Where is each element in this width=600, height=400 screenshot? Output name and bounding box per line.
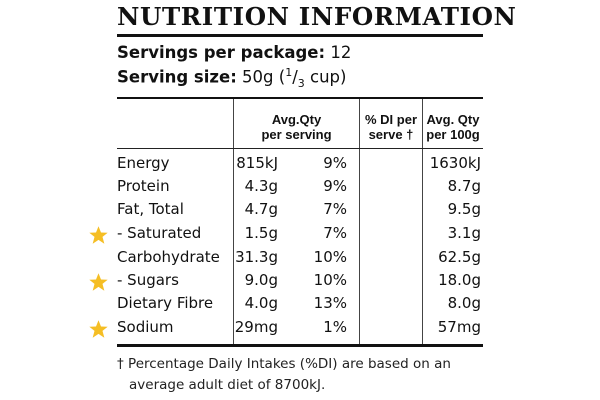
qty-per-100g: 1630kJ (429, 154, 481, 172)
serving-size-frac-num: 1 (285, 66, 293, 79)
serving-size: Serving size: 50g (1/3 cup) (117, 66, 346, 90)
serving-size-label: Serving size: (117, 67, 237, 87)
header-per-100g: Avg. Qty per 100g (423, 112, 483, 142)
di-percent: 13% (313, 294, 347, 312)
nutrient-row-sugars: - Sugars 9.0g 10% 18.0g (89, 271, 483, 294)
header-di-line1: % DI per (364, 112, 417, 127)
header-per-serving-line2: per serving (261, 127, 332, 142)
nutrient-row-energy: Energy 815kJ 9% 1630kJ (117, 154, 483, 177)
servings-per-package: Servings per package: 12 (117, 43, 351, 62)
header-per-serving-line1: Avg.Qty (271, 112, 322, 127)
di-percent: 9% (323, 154, 347, 172)
nutrient-row-dietary-fibre: Dietary Fibre 4.0g 13% 8.0g (117, 294, 483, 317)
di-percent: 7% (323, 224, 347, 242)
nutrient-name: Carbohydrate (117, 248, 220, 266)
header-per-100g-line1: Avg. Qty (426, 112, 480, 127)
nutrient-name: Fat, Total (117, 200, 184, 218)
qty-per-100g: 9.5g (447, 200, 481, 218)
nutrient-name: Protein (117, 177, 170, 195)
serving-size-frac-sep: / (292, 67, 298, 87)
panel-title: NUTRITION INFORMATION (117, 2, 517, 31)
header-rule (117, 148, 483, 149)
star-icon (89, 320, 108, 338)
star-icon (89, 226, 108, 244)
nutrient-name: Sodium (117, 318, 174, 336)
qty-per-100g: 62.5g (438, 248, 481, 266)
nutrient-name: - Saturated (117, 224, 202, 242)
di-percent: 1% (323, 318, 347, 336)
di-percent: 7% (323, 200, 347, 218)
qty-per-serving: 29mg (234, 318, 278, 336)
header-per-serving: Avg.Qty per serving (234, 112, 359, 142)
nutrient-row-carbohydrate: Carbohydrate 31.3g 10% 62.5g (117, 248, 483, 271)
di-percent: 10% (313, 248, 347, 266)
star-icon (89, 273, 108, 291)
header-di-per-serve: % DI per serve † (360, 112, 422, 142)
servings-per-package-label: Servings per package: (117, 43, 326, 62)
header-per-100g-line2: per 100g (426, 127, 480, 142)
table-top-rule (117, 97, 483, 99)
qty-per-serving: 4.7g (244, 200, 278, 218)
column-divider (422, 99, 423, 346)
qty-per-serving: 9.0g (244, 271, 278, 289)
di-percent: 10% (313, 271, 347, 289)
table-bottom-rule (117, 344, 483, 347)
qty-per-serving: 815kJ (236, 154, 278, 172)
qty-per-100g: 3.1g (447, 224, 481, 242)
nutrient-row-saturated: - Saturated 1.5g 7% 3.1g (89, 224, 483, 247)
qty-per-serving: 4.0g (244, 294, 278, 312)
column-divider (359, 99, 360, 346)
qty-per-100g: 18.0g (438, 271, 481, 289)
serving-size-unit: cup) (304, 67, 347, 87)
qty-per-100g: 57mg (437, 318, 481, 336)
qty-per-serving: 31.3g (235, 248, 278, 266)
qty-per-serving: 4.3g (244, 177, 278, 195)
nutrient-name: - Sugars (117, 271, 179, 289)
di-percent: 9% (323, 177, 347, 195)
column-divider (233, 99, 234, 346)
qty-per-serving: 1.5g (244, 224, 278, 242)
serving-size-value: 50g ( (242, 67, 286, 87)
nutrition-panel: NUTRITION INFORMATION Servings per packa… (89, 0, 516, 400)
footnote-line-2: average adult diet of 8700kJ. (129, 377, 326, 393)
footnote-line-1: † Percentage Daily Intakes (%DI) are bas… (117, 356, 451, 372)
nutrient-row-protein: Protein 4.3g 9% 8.7g (117, 177, 483, 200)
header-di-line2: serve † (368, 127, 414, 142)
title-rule (117, 34, 483, 37)
qty-per-100g: 8.7g (447, 177, 481, 195)
nutrient-name: Energy (117, 154, 170, 172)
nutrient-name: Dietary Fibre (117, 294, 214, 312)
nutrient-row-fat-total: Fat, Total 4.7g 7% 9.5g (117, 200, 483, 223)
serving-size-frac-den: 3 (297, 76, 305, 90)
qty-per-100g: 8.0g (447, 294, 481, 312)
servings-per-package-value: 12 (330, 43, 352, 62)
nutrient-row-sodium: Sodium 29mg 1% 57mg (89, 318, 483, 341)
